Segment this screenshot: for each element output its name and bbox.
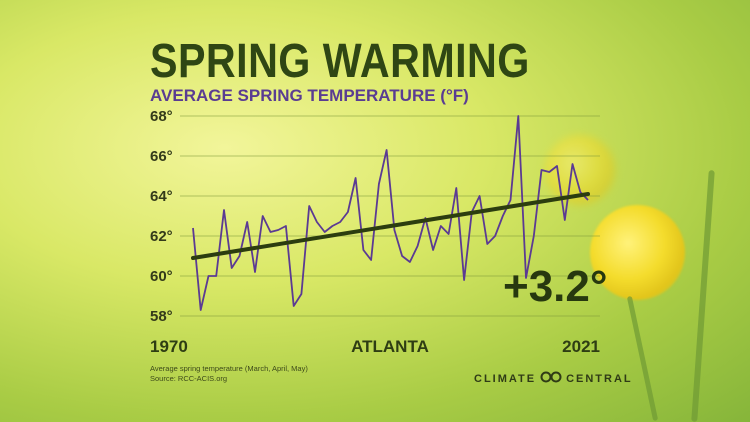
temperature-series-line — [192, 115, 589, 311]
background-flower — [590, 205, 685, 300]
y-tick-label: 58° — [150, 308, 173, 325]
y-tick-label: 64° — [150, 188, 173, 205]
x-tick-label-end: 2021 — [562, 337, 600, 356]
chart-title: SPRING WARMING — [150, 35, 530, 88]
footnote-definition: Average spring temperature (March, April… — [150, 364, 308, 373]
brand-name-right: CENTRAL — [566, 372, 633, 385]
y-tick-label: 60° — [150, 268, 173, 285]
chart-subtitle: AVERAGE SPRING TEMPERATURE (°F) — [150, 86, 469, 105]
y-tick-label: 66° — [150, 148, 173, 165]
footnote-source: Source: RCC-ACIS.org — [150, 374, 228, 383]
brand-logo: CLIMATE CENTRAL — [474, 371, 633, 386]
trend-line — [191, 192, 590, 260]
location-label: ATLANTA — [351, 337, 429, 356]
y-tick-label: 68° — [150, 108, 173, 125]
y-axis-ticks: 58° 60° 62° 64° 66° 68° — [150, 108, 173, 325]
x-tick-label-start: 1970 — [150, 337, 188, 356]
warming-annotation: +3.2° — [503, 262, 608, 311]
x-axis-ticks: 1970 2021 ATLANTA — [150, 337, 600, 356]
series-group — [192, 115, 589, 311]
climate-central-logo-icon — [540, 371, 562, 386]
trend-group — [191, 192, 590, 260]
brand-name-left: CLIMATE — [474, 372, 537, 385]
y-tick-label: 62° — [150, 228, 173, 245]
